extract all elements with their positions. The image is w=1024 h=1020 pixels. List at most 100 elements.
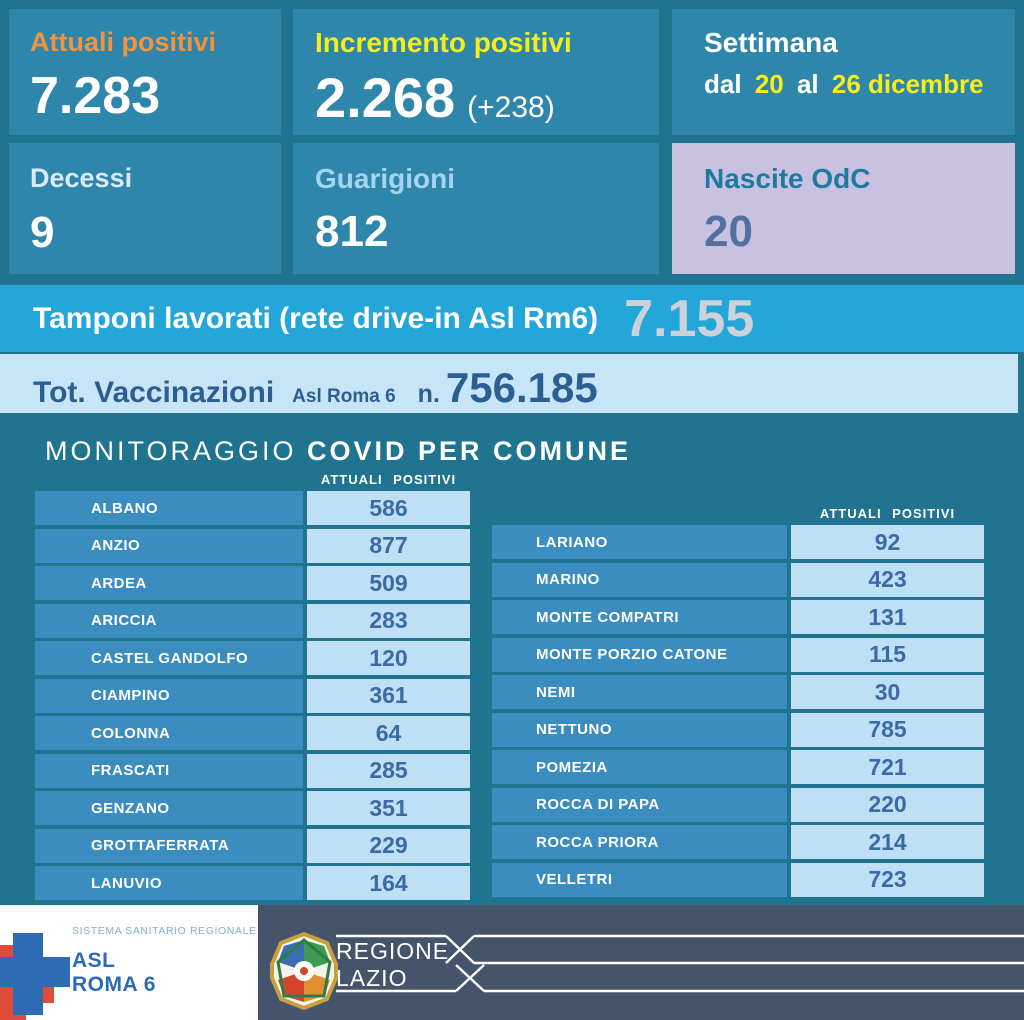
comune-value: 115 [791, 637, 984, 672]
comune-row: LANUVIO 164 [35, 866, 470, 900]
comune-value: 214 [791, 825, 984, 859]
comune-row: GENZANO 351 [35, 791, 470, 825]
tamponi-band: Tamponi lavorati (rete drive-in Asl Rm6)… [0, 285, 1024, 352]
stat-card-guarigioni: Guarigioni 812 [293, 143, 659, 274]
ssr-label: SISTEMA SANITARIO REGIONALE [72, 925, 257, 937]
stat-card-nascite-odc: Nascite OdC 20 [672, 143, 1015, 274]
comune-name: ALBANO [35, 491, 303, 525]
nascite-odc-value: 20 [704, 207, 753, 256]
comune-name: GROTTAFERRATA [35, 828, 303, 863]
comune-row: ALBANO 586 [35, 491, 470, 525]
attuali-positivi-value: 7.283 [30, 67, 161, 125]
comune-name: ROCCA PRIORA [492, 825, 787, 859]
incremento-positivi-value: 2.268 [315, 66, 456, 129]
comune-row: MONTE PORZIO CATONE 115 [492, 637, 984, 672]
settimana-label: Settimana [704, 27, 838, 58]
comune-row: ROCCA DI PAPA 220 [492, 787, 984, 822]
settimana-mid: al [796, 69, 819, 99]
comune-name: LARIANO [492, 525, 787, 559]
comune-name: CIAMPINO [35, 678, 303, 713]
comune-value: 785 [791, 712, 984, 747]
comune-name: COLONNA [35, 716, 303, 750]
section-title-light: MONITORAGGIO [45, 436, 297, 466]
comune-name: MONTE COMPATRI [492, 600, 787, 634]
nascite-odc-label: Nascite OdC [704, 163, 871, 194]
comune-value: 361 [307, 678, 470, 713]
comune-row: ANZIO 877 [35, 528, 470, 563]
footer-regione-lazio: REGIONE LAZIO [258, 905, 1024, 1020]
comune-row: GROTTAFERRATA 229 [35, 828, 470, 863]
regione-lazio-wordmark: REGIONE LAZIO [336, 938, 449, 992]
settimana-to-day: 26 dicembre [831, 69, 984, 99]
regione-lazio-lines [336, 934, 1024, 993]
asl-cross-logo-icon [0, 933, 70, 1020]
comune-value: 220 [791, 787, 984, 822]
stat-card-attuali-positivi: Attuali positivi 7.283 [9, 9, 281, 135]
vaccinazioni-prefix: n. [417, 380, 440, 408]
comune-name: POMEZIA [492, 750, 787, 784]
comune-value: 131 [791, 600, 984, 634]
guarigioni-value: 812 [315, 207, 389, 256]
comune-name: NETTUNO [492, 712, 787, 747]
settimana-pre: dal [704, 69, 742, 99]
section-title: MONITORAGGIO COVID PER COMUNE [45, 436, 631, 467]
regione-line2: LAZIO [336, 965, 408, 991]
asl-name-line2: ROMA 6 [72, 973, 156, 996]
guarigioni-label: Guarigioni [315, 163, 455, 194]
decessi-value: 9 [30, 208, 55, 257]
vaccinazioni-scope: Asl Roma 6 [292, 386, 396, 407]
comune-name: NEMI [492, 675, 787, 709]
comuni-table-right: LARIANO 92 MARINO 423 MONTE COMPATRI 131 MONTE… [492, 525, 984, 900]
stat-card-settimana: Settimana dal 20 al 26 dicembre [672, 9, 1015, 135]
vaccinazioni-label: Tot. Vaccinazioni [33, 376, 275, 409]
vaccinazioni-value: 756.185 [445, 364, 598, 411]
comune-value: 721 [791, 750, 984, 784]
comune-value: 351 [307, 791, 470, 825]
comune-row: POMEZIA 721 [492, 750, 984, 784]
comune-row: CIAMPINO 361 [35, 678, 470, 713]
comune-name: MARINO [492, 562, 787, 597]
comune-name: ANZIO [35, 528, 303, 563]
incremento-positivi-valrow: 2.268 (+238) [315, 65, 659, 130]
incremento-positivi-label: Incremento positivi [315, 27, 572, 58]
comune-value: 64 [307, 716, 470, 750]
settimana-from-day: 20 [754, 69, 784, 99]
comune-value: 164 [307, 866, 470, 900]
regione-lazio-emblem-icon [270, 932, 338, 1010]
comune-value: 120 [307, 641, 470, 675]
footer-asl: SISTEMA SANITARIO REGIONALE ASL ROMA 6 [0, 905, 258, 1020]
comune-name: ROCCA DI PAPA [492, 787, 787, 822]
comune-row: LARIANO 92 [492, 525, 984, 559]
comune-name: VELLETRI [492, 862, 787, 897]
comune-value: 229 [307, 828, 470, 863]
attuali-positivi-label: Attuali positivi [30, 27, 217, 57]
comune-row: NETTUNO 785 [492, 712, 984, 747]
comune-row: MARINO 423 [492, 562, 984, 597]
tamponi-label: Tamponi lavorati (rete drive-in Asl Rm6) [33, 301, 599, 335]
comune-row: FRASCATI 285 [35, 753, 470, 788]
column-header-right: ATTUALI POSITIVI [819, 506, 956, 521]
comune-value: 723 [791, 862, 984, 897]
comune-row: NEMI 30 [492, 675, 984, 709]
asl-name: ASL ROMA 6 [72, 949, 156, 997]
comune-row: CASTEL GANDOLFO 120 [35, 641, 470, 675]
comune-value: 877 [307, 528, 470, 563]
asl-cross-blue [0, 933, 70, 1015]
comune-value: 92 [791, 525, 984, 559]
tamponi-value: 7.155 [624, 289, 755, 348]
comune-name: CASTEL GANDOLFO [35, 641, 303, 675]
comune-name: GENZANO [35, 791, 303, 825]
comune-name: ARICCIA [35, 603, 303, 638]
comune-row: COLONNA 64 [35, 716, 470, 750]
vaccinazioni-band: Tot. Vaccinazioni Asl Roma 6 n. 756.185 [0, 354, 1018, 413]
comuni-table-left: ALBANO 586 ANZIO 877 ARDEA 509 ARICCIA 283 CASTE… [35, 491, 470, 904]
column-header-left: ATTUALI POSITIVI [320, 472, 457, 487]
regione-line1: REGIONE [336, 938, 450, 964]
comune-value: 509 [307, 566, 470, 600]
comune-name: LANUVIO [35, 866, 303, 900]
incremento-positivi-delta: (+238) [467, 91, 555, 124]
comune-value: 30 [791, 675, 984, 709]
comune-name: ARDEA [35, 566, 303, 600]
section-title-bold: COVID PER COMUNE [307, 436, 632, 466]
